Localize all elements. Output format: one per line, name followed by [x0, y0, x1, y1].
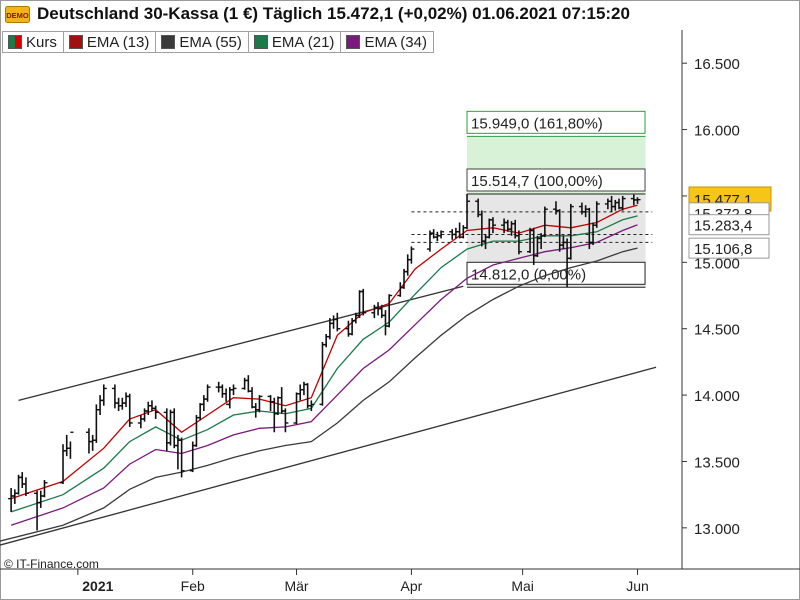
- fib-level-label: 14.812,0 (0,00%): [471, 266, 586, 283]
- y-tick-label: 13.000: [694, 521, 740, 538]
- y-tick-label: 14.500: [694, 322, 740, 339]
- legend: Kurs EMA (13) EMA (55) EMA (21) EMA (34): [2, 31, 434, 53]
- y-tick-label: 15.000: [694, 255, 740, 272]
- fib-level-label: 15.514,7 (100,00%): [471, 173, 603, 190]
- price-label-box: [688, 214, 770, 236]
- ema-line-21: [10, 215, 638, 513]
- ema-line-13: [10, 204, 638, 500]
- legend-item-ema-21[interactable]: EMA (21): [247, 31, 342, 53]
- y-tick-label: 13.500: [694, 454, 740, 471]
- ema-line-34: [10, 224, 638, 526]
- fib-label-box: [466, 261, 646, 285]
- legend-label: EMA (21): [271, 33, 335, 51]
- chart-title: Deutschland 30-Kassa (1 €) Täglich 15.47…: [37, 4, 630, 23]
- ema-34-swatch-icon: [346, 35, 361, 49]
- demo-badge-icon: DEMO: [5, 6, 30, 23]
- copyright-notice: © IT-Finance.com: [4, 557, 99, 571]
- ema-line-55: [0, 247, 638, 542]
- y-tick-label: 16.500: [694, 56, 740, 73]
- legend-label: Kurs: [26, 33, 57, 51]
- y-tick-label: 16.000: [694, 123, 740, 140]
- legend-item-ema-13[interactable]: EMA (13): [62, 31, 157, 53]
- price-label: 15.106,8: [694, 241, 752, 258]
- x-tick-label: 2021: [82, 578, 113, 594]
- legend-item-ema-34[interactable]: EMA (34): [340, 31, 434, 53]
- x-tick-label: Feb: [181, 578, 205, 594]
- x-tick-label: Apr: [401, 578, 423, 594]
- ema-13-swatch-icon: [68, 35, 83, 49]
- x-tick-label: Mai: [511, 578, 534, 594]
- fib-label-box: [466, 110, 646, 134]
- x-tick-label: Mär: [284, 578, 308, 594]
- fib-label-box: [466, 168, 646, 192]
- demo-badge-text: DEMO: [6, 11, 29, 20]
- y-tick-label: 14.000: [694, 388, 740, 405]
- chart-header: DEMO Deutschland 30-Kassa (1 €) Täglich …: [0, 0, 800, 30]
- ema-55-swatch-icon: [161, 35, 176, 49]
- price-label-box: [688, 237, 770, 259]
- ema-21-swatch-icon: [253, 35, 268, 49]
- legend-label: EMA (34): [364, 33, 427, 51]
- legend-item-kurs[interactable]: Kurs: [2, 31, 64, 53]
- price-label: 15.283,4: [694, 218, 752, 235]
- legend-label: EMA (13): [86, 33, 150, 51]
- legend-item-ema-55[interactable]: EMA (55): [155, 31, 249, 53]
- trend-channel-line: [0, 366, 657, 546]
- kurs-swatch-icon: [8, 35, 22, 49]
- fib-level-label: 15.949,0 (161,80%): [471, 115, 603, 132]
- x-tick-label: Jun: [626, 578, 649, 594]
- legend-label: EMA (55): [179, 33, 242, 51]
